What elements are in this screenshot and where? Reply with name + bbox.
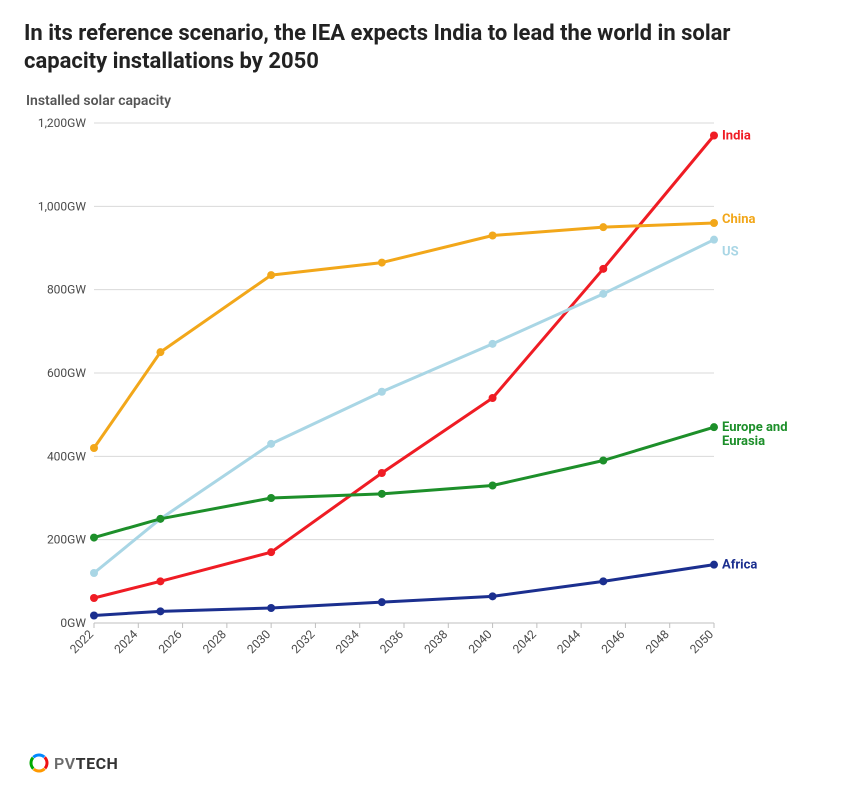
series-marker (599, 290, 607, 298)
series-label-china: China (722, 212, 756, 227)
x-tick: 2050 (687, 627, 716, 656)
series-marker (90, 569, 98, 577)
y-tick-label: 400GW (47, 449, 86, 463)
series-label-africa: Africa (722, 558, 757, 573)
x-tick-label: 2026 (156, 627, 185, 656)
series-label-us: US (722, 245, 739, 260)
x-tick-label: 2044 (554, 627, 583, 656)
x-tick: 2038 (421, 627, 450, 656)
series-marker (90, 444, 98, 452)
series-marker (378, 598, 386, 606)
x-tick-label: 2024 (111, 627, 140, 656)
x-tick: 2024 (111, 627, 140, 656)
pvtech-logo: PVTECH (28, 752, 118, 774)
x-tick: 2042 (510, 627, 539, 656)
series-marker (378, 490, 386, 498)
series-marker (156, 515, 164, 523)
series-marker (599, 577, 607, 585)
x-tick: 2036 (377, 627, 406, 656)
series-marker (90, 594, 98, 602)
series-marker (489, 232, 497, 240)
series-marker (267, 271, 275, 279)
series-line-europe-and-eurasia (94, 427, 714, 537)
series-marker (710, 236, 718, 244)
series-marker (156, 607, 164, 615)
series-marker (599, 265, 607, 273)
y-tick-label: 1,000GW (38, 199, 87, 213)
chart-area: 0GW 200GW 400GW 600GW 800GW 1,000GW 1,200GW 202… (24, 113, 834, 693)
series-line-india (94, 136, 714, 599)
series-marker (156, 577, 164, 585)
series-marker (489, 482, 497, 490)
series-marker (599, 223, 607, 231)
x-tick: 2026 (156, 627, 185, 656)
x-tick-label: 2040 (466, 627, 495, 656)
chart-title: In its reference scenario, the IEA expec… (24, 20, 784, 75)
x-tick: 2028 (200, 627, 229, 656)
series-marker (267, 604, 275, 612)
x-tick: 2044 (554, 627, 583, 656)
series-marker (378, 259, 386, 267)
x-tick-label: 2022 (67, 627, 96, 656)
y-tick-label: 800GW (47, 283, 86, 297)
series-marker (90, 534, 98, 542)
series-marker (267, 494, 275, 502)
series-marker (710, 219, 718, 227)
series-marker (710, 561, 718, 569)
x-tick-label: 2030 (244, 627, 273, 656)
chart-svg: 0GW 200GW 400GW 600GW 800GW 1,000GW 1,200GW 202… (24, 113, 834, 693)
x-tick-label: 2038 (421, 627, 450, 656)
x-tick-label: 2028 (200, 627, 229, 656)
series-marker (378, 469, 386, 477)
y-tick-label: 1,200GW (38, 116, 87, 130)
x-tick: 2046 (599, 627, 628, 656)
series-label-europe-and-eurasia: Europe andEurasia (722, 420, 788, 449)
y-axis-label: Installed solar capacity (26, 93, 834, 109)
logo-text-light: PV (54, 754, 76, 773)
x-tick: 2040 (466, 627, 495, 656)
x-tick-label: 2048 (643, 627, 672, 656)
series-marker (599, 457, 607, 465)
y-tick-label: 600GW (47, 366, 86, 380)
x-tick: 2034 (333, 627, 362, 656)
x-tick-label: 2042 (510, 627, 539, 656)
y-tick-label: 0GW (60, 616, 86, 630)
series-line-africa (94, 565, 714, 616)
x-tick-label: 2034 (333, 627, 362, 656)
x-tick-label: 2046 (599, 627, 628, 656)
series-marker (267, 548, 275, 556)
series-marker (710, 423, 718, 431)
logo-ring-icon (28, 752, 50, 774)
series-marker (710, 132, 718, 140)
series-marker (489, 592, 497, 600)
x-tick: 2032 (289, 627, 318, 656)
series-marker (156, 348, 164, 356)
x-tick: 2022 (67, 627, 96, 656)
x-tick-label: 2032 (289, 627, 318, 656)
x-tick-label: 2036 (377, 627, 406, 656)
logo-text-bold: TECH (76, 754, 119, 773)
series-line-china (94, 223, 714, 448)
series-marker (489, 394, 497, 402)
series-label-india: India (722, 129, 751, 144)
series-marker (90, 612, 98, 620)
series-marker (267, 440, 275, 448)
x-tick: 2030 (244, 627, 273, 656)
x-tick: 2048 (643, 627, 672, 656)
series-marker (378, 388, 386, 396)
series-marker (489, 340, 497, 348)
y-tick-label: 200GW (47, 533, 86, 547)
x-tick-label: 2050 (687, 627, 716, 656)
